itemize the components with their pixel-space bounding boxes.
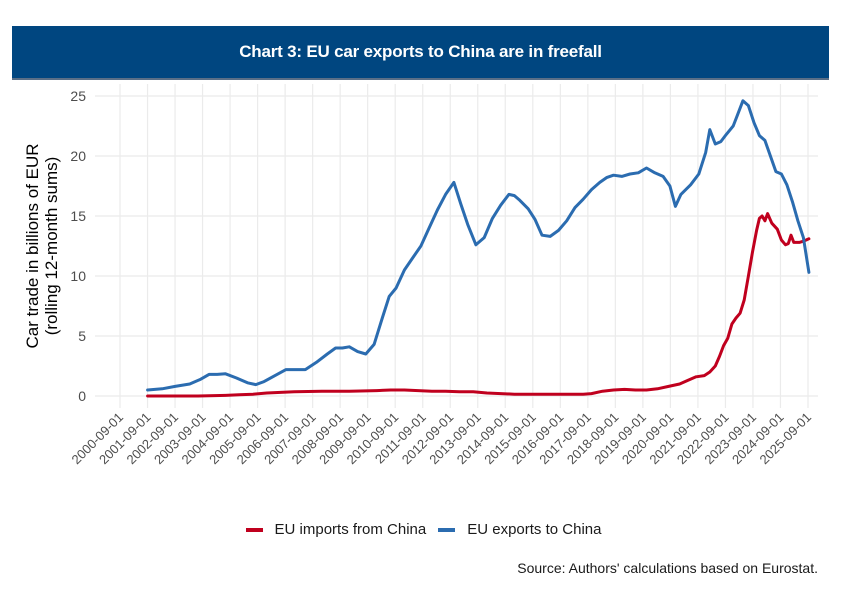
- legend: EU imports from China EU exports to Chin…: [0, 521, 847, 538]
- x-axis-ticks: 2000-09-012001-09-012002-09-012003-09-01…: [68, 410, 814, 468]
- y-tick-label: 0: [78, 388, 86, 404]
- y-tick-label: 15: [70, 208, 86, 224]
- legend-item-imports: EU imports from China: [245, 521, 427, 538]
- series-line-imports: [146, 212, 811, 398]
- legend-label-exports: EU exports to China: [467, 521, 602, 538]
- chart-title-bar: Chart 3: EU car exports to China are in …: [12, 26, 829, 80]
- source-note: Source: Authors' calculations based on E…: [517, 560, 818, 576]
- legend-item-exports: EU exports to China: [438, 521, 601, 538]
- series-line-exports: [146, 99, 811, 392]
- y-axis-title: Car trade in billions of EUR (rolling 12-…: [23, 143, 61, 348]
- legend-swatch-exports: [438, 527, 456, 532]
- y-axis-title-line: Car trade in billions of EUR: [23, 143, 42, 348]
- y-tick-label: 25: [70, 88, 86, 104]
- chart-title: Chart 3: EU car exports to China are in …: [239, 42, 602, 61]
- y-tick-label: 10: [70, 268, 86, 284]
- legend-label-imports: EU imports from China: [274, 521, 427, 538]
- y-axis-title-line: (rolling 12-month sums): [42, 157, 61, 336]
- legend-swatch-imports: [245, 527, 263, 532]
- y-axis-ticks: 0 5 10 15 20 25: [70, 88, 86, 404]
- y-tick-label: 5: [78, 328, 86, 344]
- y-tick-label: 20: [70, 148, 86, 164]
- series-lines: [146, 99, 811, 398]
